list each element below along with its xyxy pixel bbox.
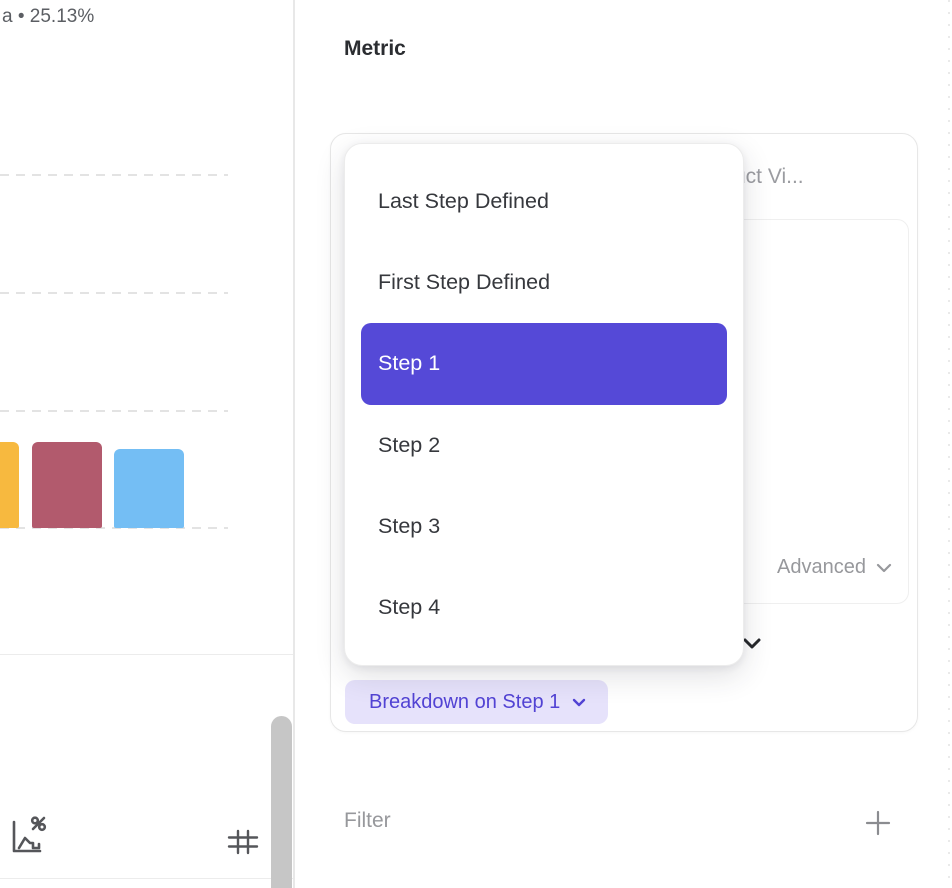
metric-section-title: Metric: [344, 37, 406, 60]
collapse-chevron-icon[interactable]: [743, 638, 761, 649]
scrollbar[interactable]: [271, 716, 292, 888]
dropdown-item-first-step-defined[interactable]: First Step Defined: [378, 270, 551, 295]
dropdown-item-step-3[interactable]: Step 3: [378, 513, 441, 538]
advanced-label: Advanced: [777, 556, 866, 578]
dropdown-item-step-1-selected[interactable]: Step 1: [361, 323, 727, 405]
panel-divider: [293, 0, 295, 888]
chevron-down-icon: [572, 698, 586, 707]
funnel-bar-3[interactable]: [114, 449, 184, 528]
funnel-bar-1[interactable]: [0, 442, 19, 528]
chart-panel: a • 25.13%: [0, 0, 293, 888]
dropdown-item-last-step-defined[interactable]: Last Step Defined: [378, 189, 549, 214]
step-select-dropdown: Last Step Defined First Step Defined Ste…: [344, 143, 744, 666]
filter-section-title: Filter: [344, 809, 391, 832]
breakdown-button-label: Breakdown on Step 1: [369, 690, 561, 713]
chevron-down-icon: [876, 563, 892, 573]
dropdown-item-step-4[interactable]: Step 4: [378, 594, 441, 619]
breakdown-on-step-button[interactable]: Breakdown on Step 1: [345, 680, 609, 724]
gridline: [0, 292, 228, 294]
gridline: [0, 174, 228, 176]
right-dotted-edge: [948, 0, 950, 888]
dropdown-item-step-2[interactable]: Step 2: [378, 432, 441, 457]
event-name-truncated[interactable]: uct Vi...: [734, 165, 804, 188]
funnel-bar-2[interactable]: [32, 442, 102, 528]
advanced-toggle[interactable]: Advanced: [777, 556, 892, 579]
hash-grid-icon[interactable]: [226, 829, 260, 855]
funnel-percent-chart-icon[interactable]: [6, 812, 50, 858]
legend-series-value: a • 25.13%: [2, 6, 95, 27]
panel-separator: [0, 654, 293, 655]
panel-bottom-border: [0, 878, 293, 879]
gridline: [0, 410, 228, 412]
gridline-baseline: [0, 527, 228, 529]
add-filter-button[interactable]: [864, 809, 892, 837]
